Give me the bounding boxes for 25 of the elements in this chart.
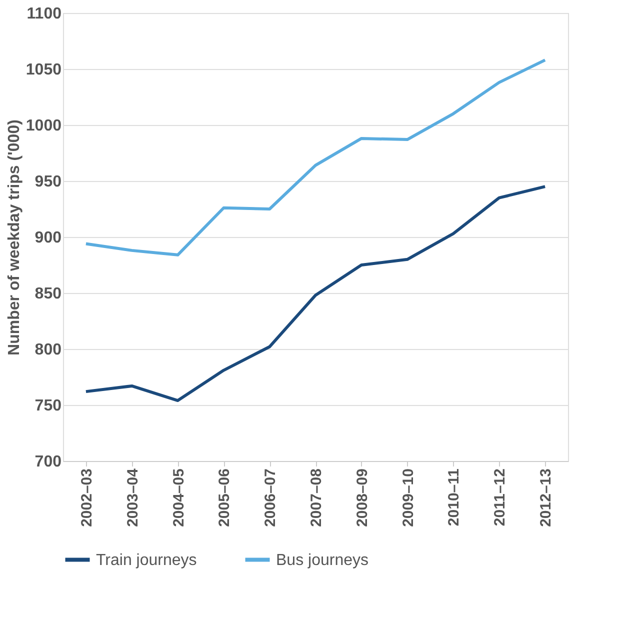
x-tick-label: 2010–11	[446, 468, 463, 526]
y-tick-label: 950	[34, 174, 62, 190]
y-tick-label: 900	[34, 230, 62, 246]
y-tick-label: 1050	[26, 62, 62, 78]
y-axis-title: Number of weekday trips ('000)	[6, 120, 23, 356]
y-tick-label: 800	[34, 342, 62, 358]
line-series	[84, 185, 547, 402]
legend-label: Bus journeys	[276, 552, 368, 569]
x-tick-label: 2003–04	[124, 468, 142, 527]
x-tick-label: 2008–09	[354, 468, 371, 527]
y-tick-label: 750	[34, 398, 62, 414]
y-tick-label: 700	[34, 454, 62, 470]
y-tick-label: 850	[34, 286, 62, 302]
y-tick-label: 1000	[26, 118, 62, 134]
x-tick-label: 2006–07	[262, 468, 280, 527]
x-tick-label: 2005–06	[216, 468, 234, 527]
y-tick-label: 1100	[26, 6, 62, 22]
x-tick-label: 2009–10	[400, 468, 417, 527]
line-series	[84, 58, 547, 256]
x-tick-label: 2007–08	[308, 468, 325, 527]
legend-label: Train journeys	[96, 552, 197, 569]
x-tick-label: 2004–05	[170, 468, 188, 527]
x-tick-label: 2012–13	[538, 468, 555, 527]
x-tick-label: 2002–03	[78, 468, 96, 527]
x-tick-label: 2011–12	[492, 468, 509, 526]
